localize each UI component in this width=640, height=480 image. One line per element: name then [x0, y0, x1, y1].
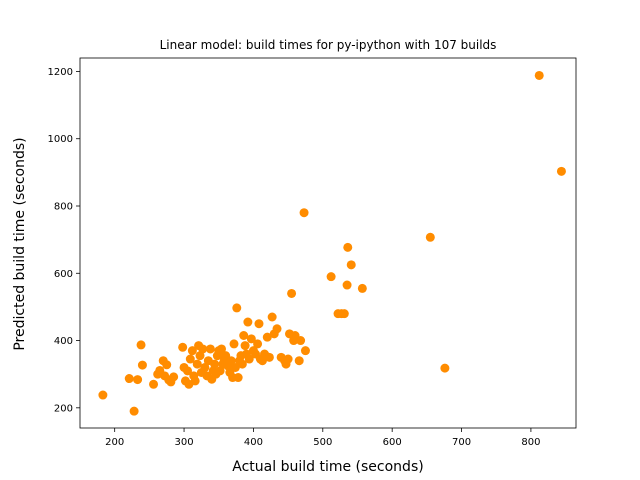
data-point — [246, 334, 256, 344]
data-point — [244, 354, 254, 364]
data-point — [556, 166, 566, 176]
data-point — [232, 303, 242, 313]
data-point — [217, 344, 227, 354]
x-tick-label: 500 — [313, 437, 332, 448]
data-point — [190, 376, 200, 386]
data-point — [283, 354, 293, 364]
data-point — [133, 375, 143, 385]
data-point — [215, 366, 225, 376]
data-point — [272, 324, 282, 334]
axes-frame — [79, 57, 577, 429]
data-point — [343, 242, 353, 252]
data-point — [187, 346, 197, 356]
data-point — [237, 359, 247, 369]
data-point — [264, 352, 274, 362]
data-point — [230, 362, 240, 372]
data-point — [124, 374, 134, 384]
data-point — [178, 342, 188, 352]
data-point — [137, 360, 147, 370]
data-point — [342, 280, 352, 290]
data-point — [243, 317, 253, 327]
data-point — [296, 336, 306, 346]
data-point — [326, 272, 336, 282]
data-point — [136, 340, 146, 350]
y-axis-label: Predicted build time (seconds) — [12, 137, 28, 350]
y-tick-label: 800 — [54, 202, 73, 213]
data-point — [294, 356, 304, 366]
data-point — [300, 346, 310, 356]
x-tick-label: 800 — [521, 437, 540, 448]
data-point — [210, 359, 220, 369]
data-point — [195, 351, 205, 361]
data-points — [98, 70, 566, 416]
x-tick-label: 400 — [244, 437, 263, 448]
data-point — [534, 70, 544, 80]
data-point — [192, 359, 202, 369]
data-point — [205, 344, 215, 354]
data-point — [240, 341, 250, 351]
chart-title: Linear model: build times for py-ipython… — [160, 38, 497, 52]
data-point — [226, 356, 236, 366]
x-tick-label: 600 — [383, 437, 402, 448]
x-tick-label: 200 — [105, 437, 124, 448]
data-point — [357, 283, 367, 293]
data-point — [149, 379, 159, 389]
data-point — [239, 331, 249, 340]
data-point — [98, 390, 108, 400]
data-point — [440, 363, 450, 373]
y-tick-label: 600 — [54, 269, 73, 280]
y-tick-label: 1200 — [48, 67, 73, 78]
data-point — [183, 366, 193, 376]
data-point — [169, 372, 179, 382]
x-tick-label: 300 — [175, 437, 194, 448]
x-axis-label: Actual build time (seconds) — [232, 459, 423, 475]
y-axis: 200 400 600 800 1000 1200 — [48, 67, 80, 414]
y-tick-label: 200 — [54, 403, 73, 414]
data-point — [425, 232, 435, 242]
data-point — [254, 319, 264, 329]
data-point — [346, 260, 356, 270]
data-point — [200, 362, 210, 372]
data-point — [162, 360, 172, 370]
data-point — [262, 332, 272, 342]
data-point — [233, 373, 243, 383]
y-tick-label: 1000 — [48, 134, 73, 145]
data-point — [185, 354, 195, 364]
data-point — [299, 208, 309, 218]
data-point — [287, 288, 297, 298]
y-tick-label: 400 — [54, 336, 73, 347]
data-point — [253, 339, 263, 349]
data-point — [267, 312, 277, 322]
x-tick-label: 700 — [452, 437, 471, 448]
x-axis: 200 300 400 500 600 700 800 — [105, 428, 540, 448]
data-point — [339, 309, 349, 319]
data-point — [198, 344, 208, 354]
data-point — [229, 339, 239, 349]
data-point — [129, 406, 139, 416]
